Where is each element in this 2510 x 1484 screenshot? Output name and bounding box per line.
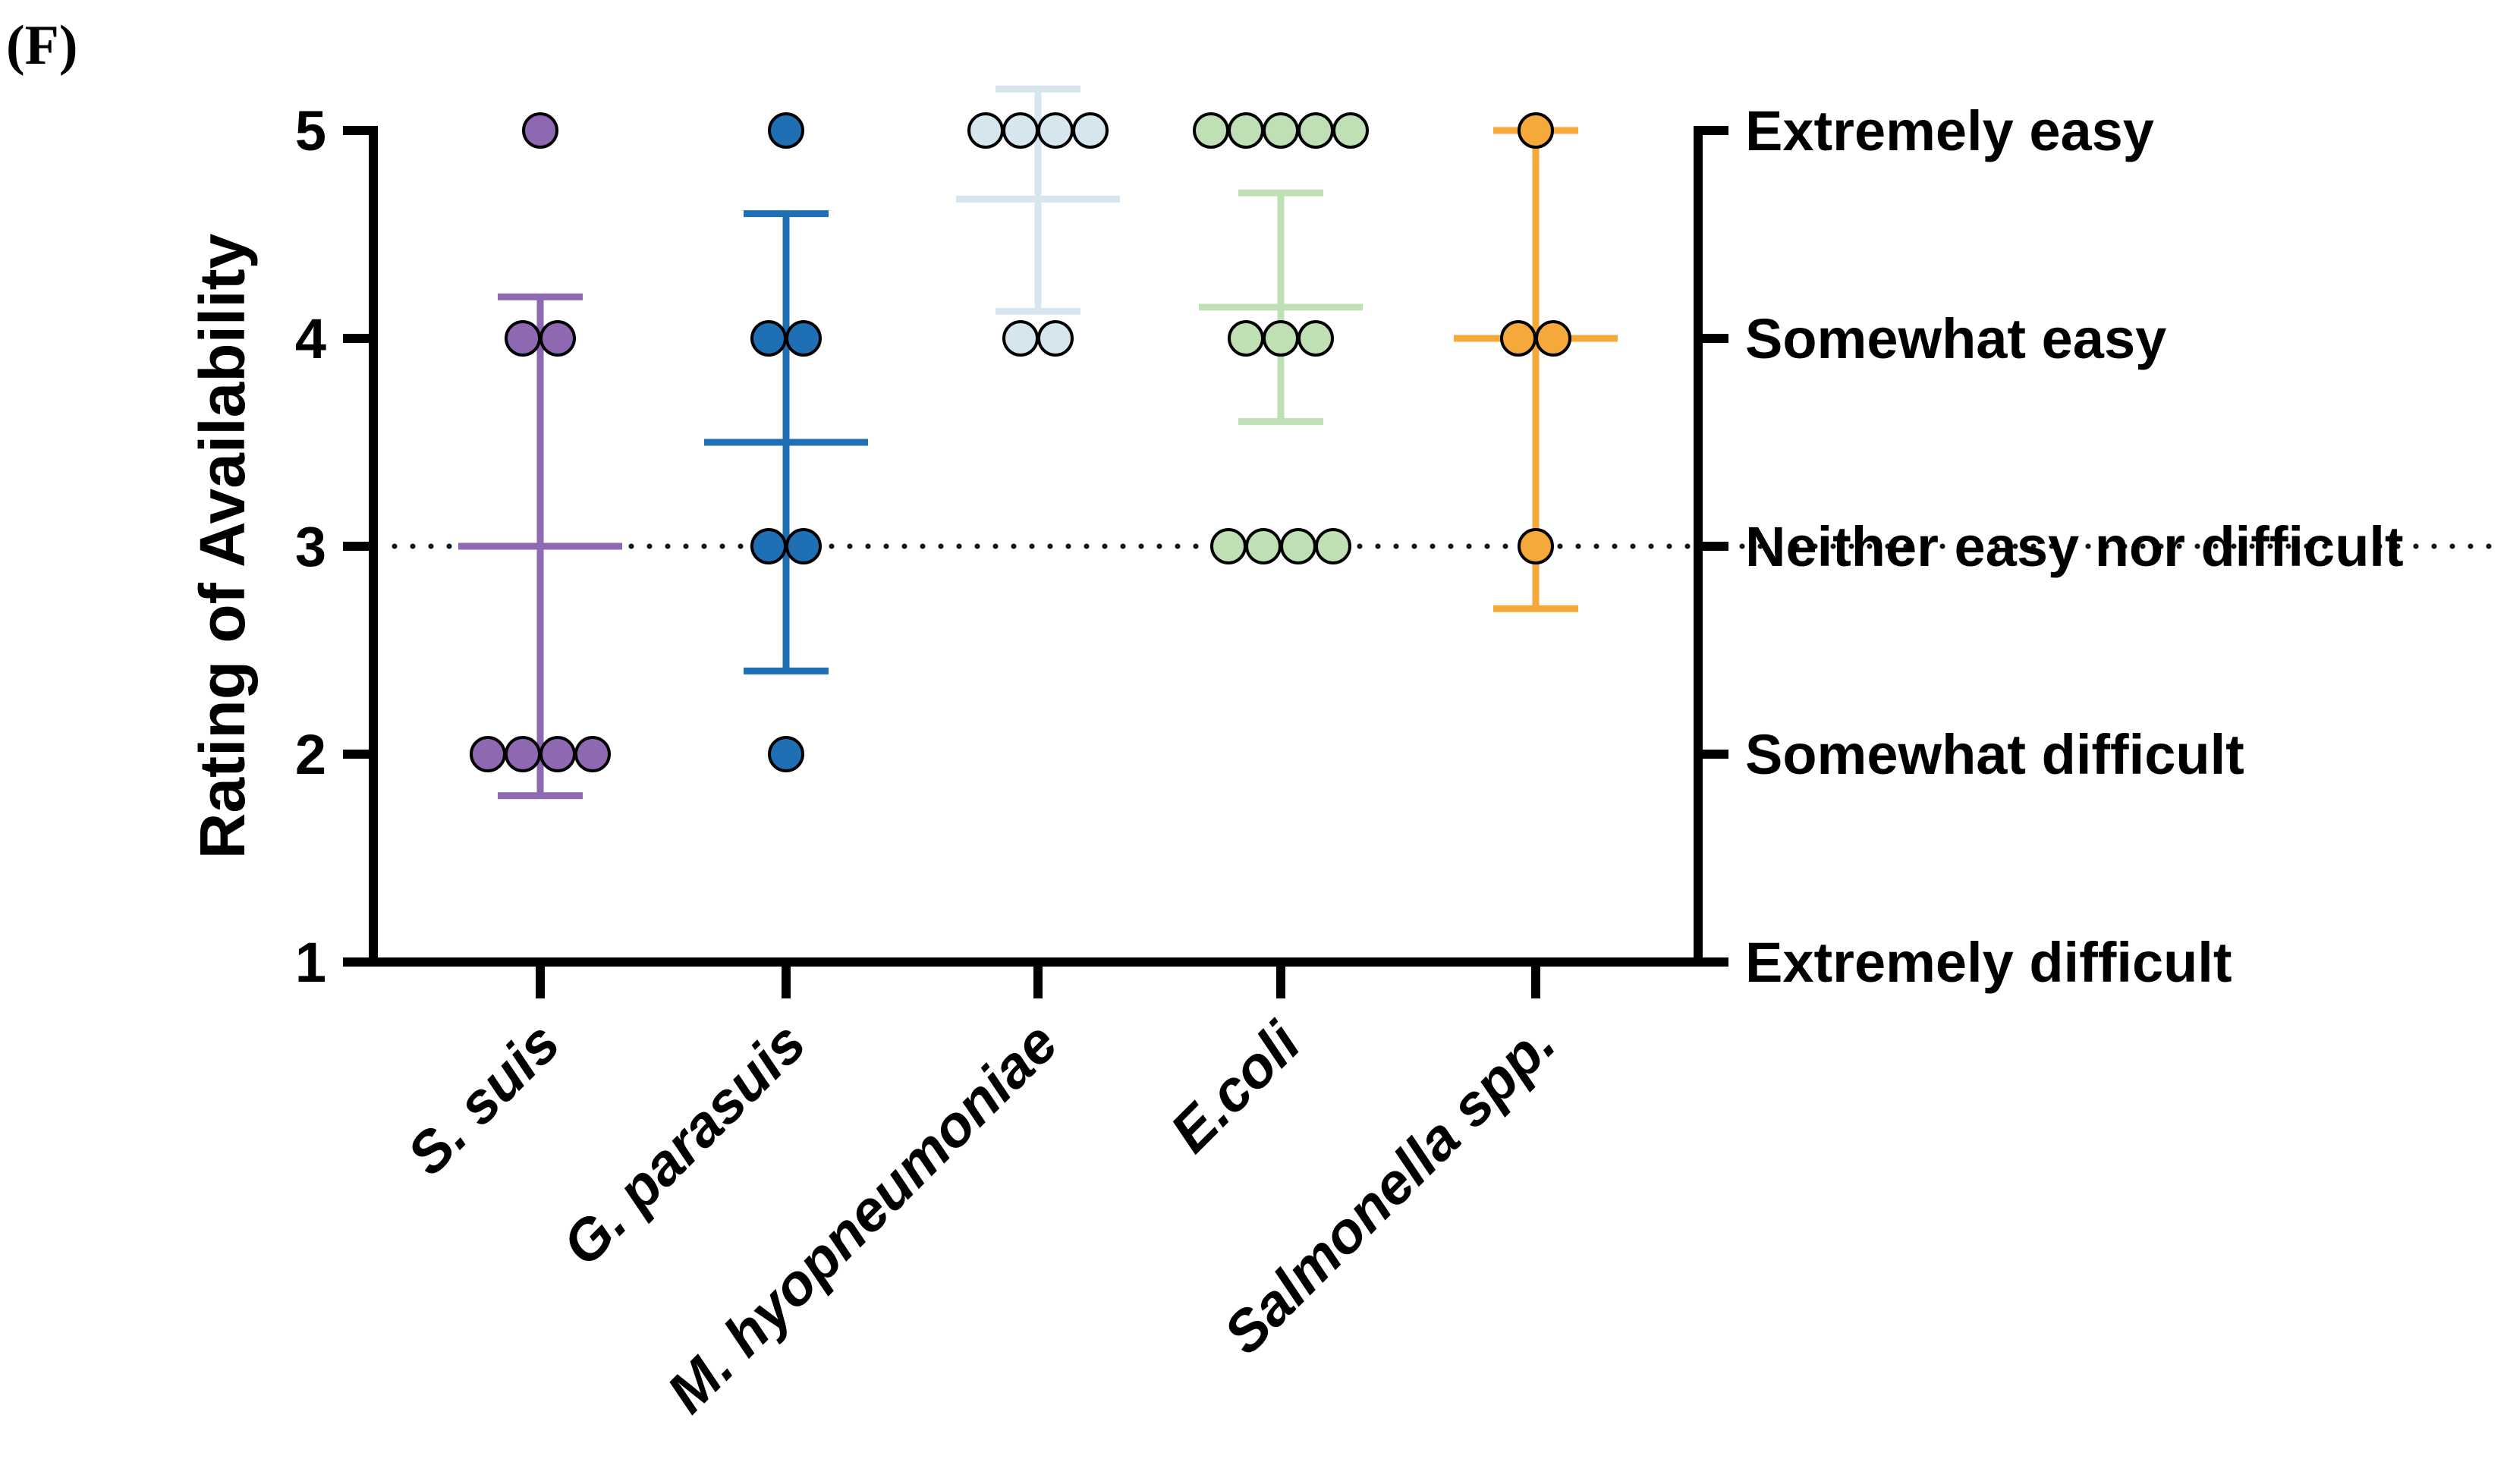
data-point bbox=[505, 320, 541, 357]
right-axis-label: Extremely difficult bbox=[1745, 931, 2232, 994]
data-point bbox=[1245, 528, 1282, 564]
data-point bbox=[1263, 320, 1299, 357]
data-point bbox=[785, 320, 822, 357]
panel-label: (F) bbox=[6, 14, 78, 77]
data-point bbox=[522, 112, 558, 149]
data-point bbox=[1228, 112, 1264, 149]
right-axis-label: Neither easy nor difficult bbox=[1745, 515, 2404, 578]
data-point bbox=[1193, 112, 1229, 149]
data-point bbox=[1228, 320, 1264, 357]
data-point bbox=[768, 112, 804, 149]
y-tick-label: 4 bbox=[295, 307, 326, 370]
category-label: S. suis bbox=[395, 1011, 572, 1187]
data-point bbox=[1210, 528, 1247, 564]
right-axis-label: Extremely easy bbox=[1745, 99, 2154, 162]
data-point bbox=[470, 736, 506, 772]
data-point bbox=[768, 736, 804, 772]
y-axis-label: Rating of Availability bbox=[187, 233, 258, 859]
data-point bbox=[539, 736, 576, 772]
data-point bbox=[1535, 320, 1571, 357]
y-tick-label: 2 bbox=[295, 723, 326, 786]
category-label: G. parasuis bbox=[550, 1011, 818, 1278]
data-point bbox=[1297, 112, 1334, 149]
category-label: E.coli bbox=[1159, 1010, 1314, 1165]
plot-area: 1 Extremely difficult 2 Somewhat difficult 3… bbox=[295, 85, 2507, 1426]
data-point bbox=[750, 528, 787, 564]
y-tick-label: 3 bbox=[295, 515, 326, 578]
y-tick-label: 5 bbox=[295, 99, 326, 162]
data-point bbox=[1500, 320, 1537, 357]
data-point bbox=[1518, 528, 1554, 564]
data-point bbox=[1002, 112, 1039, 149]
right-axis-label: Somewhat easy bbox=[1745, 307, 2166, 370]
data-point bbox=[1297, 320, 1334, 357]
data-point bbox=[1002, 320, 1039, 357]
data-point bbox=[1332, 112, 1369, 149]
data-point bbox=[505, 736, 541, 772]
data-point bbox=[574, 736, 611, 772]
data-point bbox=[1315, 528, 1351, 564]
data-point bbox=[539, 320, 576, 357]
data-point bbox=[785, 528, 822, 564]
y-tick-label: 1 bbox=[295, 931, 326, 994]
data-point bbox=[1280, 528, 1316, 564]
data-point bbox=[1037, 112, 1074, 149]
data-point bbox=[1037, 320, 1074, 357]
right-axis-label: Somewhat difficult bbox=[1745, 723, 2244, 786]
data-point bbox=[967, 112, 1004, 149]
data-point bbox=[1518, 112, 1554, 149]
data-point bbox=[1263, 112, 1299, 149]
data-point bbox=[750, 320, 787, 357]
data-point bbox=[1072, 112, 1109, 149]
